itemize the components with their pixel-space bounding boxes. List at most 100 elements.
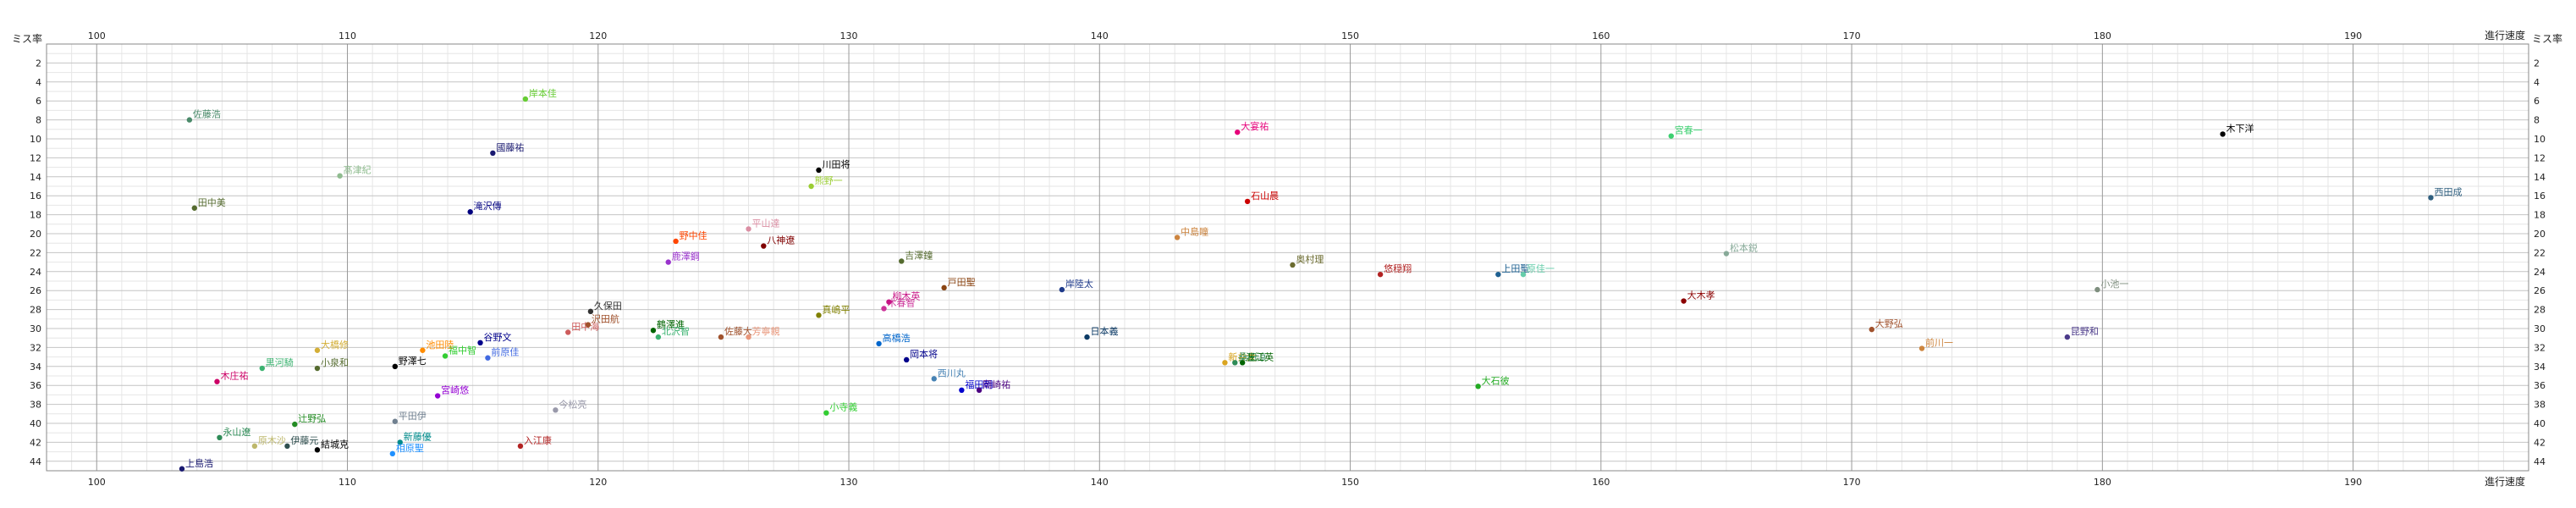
y-tick-label: 26 xyxy=(2534,285,2546,296)
x-tick-label: 150 xyxy=(1341,30,1359,41)
point-marker xyxy=(467,209,473,215)
point-label: 新藤優 xyxy=(404,430,432,442)
x-tick-labels-top: 100 110 120 130 140 150 160 170 180 190 xyxy=(88,30,2362,41)
data-point: 入江康 xyxy=(517,434,552,450)
point-marker xyxy=(2428,195,2434,201)
point-marker xyxy=(585,322,592,328)
point-label: 高橋浩 xyxy=(883,332,911,344)
data-point: 福中智 xyxy=(442,344,476,359)
data-point: 久保田 xyxy=(587,300,622,315)
y-axis-label-right: ミス率 xyxy=(2532,32,2562,45)
data-point: 永山遼 xyxy=(217,426,250,440)
point-marker xyxy=(217,434,223,440)
point-marker xyxy=(337,173,343,179)
point-label: 木下洋 xyxy=(2226,122,2254,134)
data-point: 滝沢傳 xyxy=(467,200,502,215)
point-marker xyxy=(1059,286,1065,293)
data-point: 鹿澤鋼 xyxy=(665,251,700,265)
point-marker xyxy=(314,347,321,353)
data-point: 戸田聖 xyxy=(941,277,976,291)
data-point: 谷野文 xyxy=(477,331,512,345)
point-marker xyxy=(816,312,822,318)
x-tick-label: 190 xyxy=(2344,30,2362,41)
x-axis-label-bottom: 進行速度 xyxy=(2485,475,2525,488)
y-tick-label: 32 xyxy=(2534,342,2546,353)
y-tick-label: 42 xyxy=(2534,437,2546,448)
point-label: 桑田涼 xyxy=(1238,351,1266,362)
data-point: 小寺義 xyxy=(823,401,857,416)
data-point: 新井太 xyxy=(1222,351,1256,366)
point-label: 熊野一 xyxy=(815,174,843,186)
point-label: 大宴祐 xyxy=(1241,120,1269,132)
y-tick-label: 40 xyxy=(2534,418,2546,429)
point-marker xyxy=(761,243,767,249)
data-point: 岡本将 xyxy=(903,348,938,363)
point-marker xyxy=(876,340,882,347)
point-marker xyxy=(1239,360,1246,366)
point-marker xyxy=(1869,326,1874,333)
point-label: 木庄祐 xyxy=(220,370,248,382)
y-axis-label-left: ミス率 xyxy=(12,32,42,45)
y-tick-label: 4 xyxy=(36,77,41,88)
point-label: 前川一 xyxy=(1925,337,1953,349)
point-label: 戸田聖 xyxy=(948,277,976,288)
point-marker xyxy=(746,334,751,340)
data-point: 宮春一 xyxy=(1668,124,1703,139)
point-marker xyxy=(2094,286,2100,293)
point-label: 今松亮 xyxy=(559,398,586,410)
point-label: 岡本将 xyxy=(910,348,938,360)
x-tick-label: 110 xyxy=(339,477,356,488)
data-point: 奥村理 xyxy=(1290,253,1324,268)
y-tick-label: 28 xyxy=(30,305,41,316)
data-point: 木下洋 xyxy=(2220,122,2254,137)
point-label: 永山遼 xyxy=(223,426,250,438)
data-point: 昆野和 xyxy=(2064,326,2099,340)
point-label: 奥村理 xyxy=(1296,253,1324,265)
point-label: 佐藤大 xyxy=(724,325,752,337)
x-tick-label: 130 xyxy=(840,477,858,488)
data-point: 中島瞳 xyxy=(1174,225,1208,240)
data-point: 沢田航 xyxy=(585,313,619,328)
point-marker xyxy=(718,334,724,340)
data-point: 日本義 xyxy=(1084,325,1118,340)
point-label: 新井太 xyxy=(1228,351,1256,362)
point-marker xyxy=(214,378,220,384)
x-axis-label-top: 進行速度 xyxy=(2485,29,2525,41)
y-tick-label: 34 xyxy=(2534,362,2546,373)
point-marker xyxy=(808,183,814,190)
x-tick-label: 120 xyxy=(589,477,607,488)
point-marker xyxy=(886,299,892,305)
point-label: 結城克 xyxy=(321,438,349,450)
y-tick-label: 12 xyxy=(30,152,41,163)
data-point: 熊野一 xyxy=(808,174,843,190)
data-point: 野中佳 xyxy=(673,229,707,245)
x-tick-label: 160 xyxy=(1592,477,1610,488)
data-point: 鶴澤進 xyxy=(650,318,685,334)
point-marker xyxy=(314,365,321,372)
point-label: 大橋修 xyxy=(321,339,349,351)
point-marker xyxy=(976,387,983,393)
y-tick-label: 22 xyxy=(2534,247,2546,258)
y-tick-label: 22 xyxy=(30,247,41,258)
point-marker xyxy=(1290,262,1296,268)
data-point: 佐藤浩 xyxy=(186,108,221,123)
data-point: 川田将 xyxy=(816,159,850,174)
x-tick-label: 190 xyxy=(2344,477,2362,488)
point-label: 平田伊 xyxy=(399,411,427,422)
point-marker xyxy=(2064,334,2071,340)
data-point: 田中美 xyxy=(191,197,226,211)
point-label: 鶴澤進 xyxy=(657,318,685,330)
point-label: 小池一 xyxy=(2100,279,2128,290)
y-tick-label: 10 xyxy=(2534,134,2546,145)
point-marker xyxy=(899,258,905,264)
major-grid xyxy=(47,44,2529,471)
y-tick-label: 38 xyxy=(2534,400,2546,411)
point-marker xyxy=(650,328,657,334)
point-label: 辻野弘 xyxy=(298,412,326,424)
point-marker xyxy=(746,226,751,232)
data-point: 大石彼 xyxy=(1475,374,1510,389)
point-marker xyxy=(314,447,321,453)
x-tick-label: 150 xyxy=(1341,477,1359,488)
